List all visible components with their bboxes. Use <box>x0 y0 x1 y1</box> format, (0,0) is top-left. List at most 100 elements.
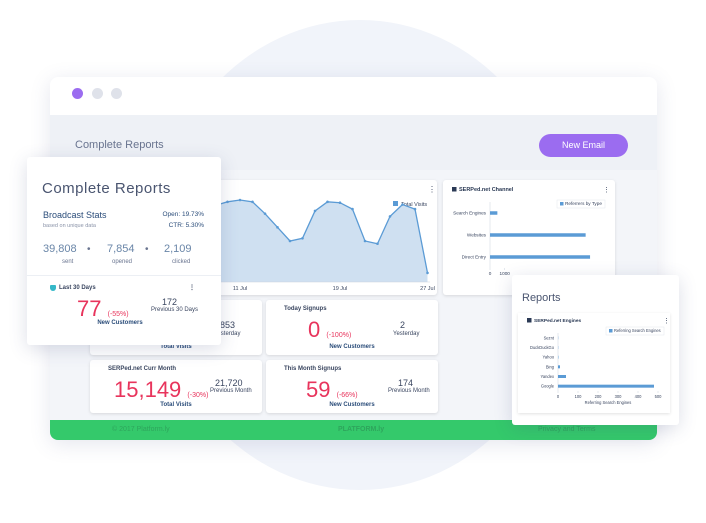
reports-card: Reports SERPed.net Engines ⋮ Referring Sea… <box>512 275 679 425</box>
prev-value: 21,720 <box>215 378 243 388</box>
card-label: New Customers <box>329 402 375 408</box>
page-header: Complete Reports New Email <box>50 115 657 170</box>
x-tick-label: 0 <box>489 271 492 276</box>
legend-swatch <box>393 201 398 206</box>
prev-label: Previous Month <box>388 388 430 394</box>
card-value: 15,149 (-30%) <box>114 377 208 403</box>
widget-label: New Customers <box>97 320 143 326</box>
prev-value: 172 <box>162 297 178 307</box>
menu: ⋮ <box>428 185 436 194</box>
point <box>276 226 279 229</box>
divider <box>27 275 221 276</box>
value: 15,149 <box>114 377 182 402</box>
new-email-button[interactable]: New Email <box>539 134 628 157</box>
point <box>338 201 342 205</box>
menu: ⋮ <box>603 187 610 194</box>
header-title: Complete Reports <box>75 139 164 151</box>
area <box>190 200 428 282</box>
point <box>226 200 229 204</box>
point <box>363 239 367 243</box>
x-tick-label: 100 <box>575 394 583 399</box>
x-tick-label: 400 <box>635 394 643 399</box>
open-rate: Open: 19.73% <box>162 211 204 218</box>
prev-value: 2 <box>400 320 406 330</box>
card-title: Today Signups <box>284 306 327 312</box>
stat-card: Today Signups 0 (-100%) 2 Yesterday New … <box>266 300 438 355</box>
card-title: This Month Signups <box>284 366 342 372</box>
widget-title: Last 30 Days <box>59 285 96 291</box>
point <box>301 236 304 240</box>
engines-chart: SERPed.net Engines ⋮Referring Search Engi… <box>527 318 670 405</box>
links: Privacy and Terms <box>538 426 596 433</box>
copyright: © 2017 Platform.ly <box>112 426 170 433</box>
point <box>401 203 404 206</box>
point <box>388 215 392 218</box>
point <box>288 239 292 243</box>
title-icon <box>527 318 532 323</box>
change: (-30%) <box>187 392 209 399</box>
point <box>326 200 329 204</box>
widget-value: 77 (-55%) <box>77 296 129 322</box>
shield-icon <box>50 285 56 291</box>
y-tick-label: DuckDuckGo <box>530 345 555 350</box>
point <box>351 207 354 211</box>
point <box>413 207 417 211</box>
title-icon <box>452 187 457 192</box>
value: 77 <box>77 296 102 321</box>
title-bar <box>50 77 657 115</box>
legend-label: Referring Search Engines <box>614 328 661 333</box>
bar <box>490 233 586 237</box>
separator: • <box>87 244 91 255</box>
x-axis-label: Referring Search Engines <box>585 400 632 405</box>
change: (-55%) <box>107 311 129 318</box>
y-tick-label: Search Engines <box>453 211 487 216</box>
value: 59 <box>306 377 331 402</box>
line <box>189 199 429 274</box>
card-label: New Customers <box>329 344 375 350</box>
reports-title: Reports <box>522 292 561 304</box>
legend-swatch <box>560 202 564 206</box>
bar <box>490 211 498 215</box>
footer: © 2017 Platform.ly PLATFORM.ly Privacy a… <box>50 420 657 440</box>
bar <box>558 365 560 369</box>
prev-label: Previous 30 Days <box>151 307 199 313</box>
broadcast-note: based on unique data <box>43 223 96 229</box>
legend-label: Referrers by Type <box>565 201 602 206</box>
prev-value: 853 <box>220 320 236 330</box>
prev-label: Yesterday <box>214 331 241 337</box>
card-title: SERPed.net Curr Month <box>108 366 177 372</box>
x-tick-label: 500 <box>655 394 663 399</box>
card-label: Total Visits <box>160 344 192 350</box>
y-tick-label: Yahoo <box>543 355 555 360</box>
x-tick-label: 11 Jul <box>233 286 247 292</box>
brand: PLATFORM.ly <box>338 426 385 433</box>
point <box>263 212 267 215</box>
point <box>376 242 379 246</box>
y-tick-label: Google <box>541 384 555 389</box>
visits-chart: Total Visits ⋮ 11 Jul 19 Jul 27 Jul <box>188 185 436 292</box>
dot <box>72 88 83 99</box>
stat-label: opened <box>112 259 133 265</box>
y-tick-label: Yandex <box>540 374 554 379</box>
x-tick-label: 1000 <box>500 271 511 276</box>
legend-box <box>556 199 606 209</box>
chart-title: SERPed.net Channel <box>459 187 514 193</box>
stat-value: 2,109 <box>164 243 192 255</box>
dot <box>92 88 103 99</box>
y-tick-label: Seznt <box>544 335 555 340</box>
x-tick-label: 27 Jul <box>420 286 435 292</box>
stat-value: 7,854 <box>107 243 135 255</box>
broadcast-title: Broadcast Stats <box>43 210 107 220</box>
stat-label: clicked <box>172 259 191 265</box>
bar <box>558 375 566 378</box>
bar <box>490 255 591 259</box>
inner-card: SERPed.net Engines ⋮ Referring Search Engi… <box>518 313 670 413</box>
stat-card: This Month Signups 59 (-66%) 174 Previou… <box>266 360 438 413</box>
x-tick-label: 200 <box>595 394 603 399</box>
menu[interactable]: ⋮ <box>189 285 195 291</box>
prev-value: 174 <box>398 378 414 388</box>
chart-title: SERPed.net Engines <box>534 318 582 324</box>
stat-card: SERPed.net Curr Month 15,149 (-30%) 21,7… <box>90 360 262 413</box>
card-label: Total Visits <box>160 402 192 408</box>
